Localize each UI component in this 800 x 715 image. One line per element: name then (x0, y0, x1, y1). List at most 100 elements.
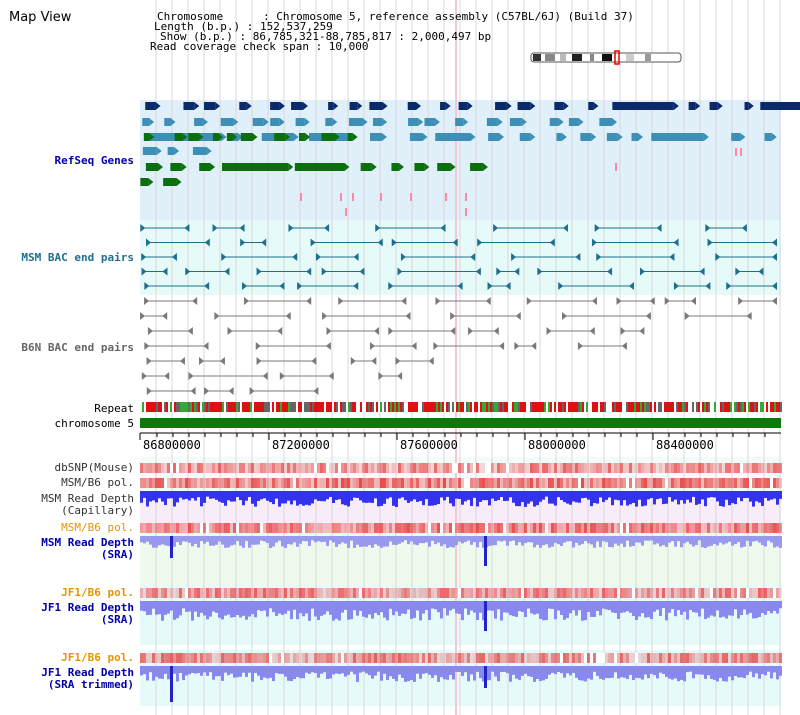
depth-bar (167, 536, 170, 547)
heat-cell (683, 653, 686, 663)
depth-bar (701, 666, 704, 675)
feature-arrow (434, 118, 440, 126)
heat-cell (731, 588, 734, 598)
heat-cell (524, 653, 527, 663)
depth-bar (437, 666, 440, 682)
heat-cell (548, 523, 551, 533)
track-label-jf1-b6-pol-2[interactable]: JF1/B6 pol. (61, 651, 134, 664)
depth-bar (227, 536, 230, 548)
track-label-repeat[interactable]: Repeat (94, 402, 134, 415)
pair-end (772, 253, 777, 261)
heat-cell (212, 523, 215, 533)
depth-bar (263, 491, 266, 499)
depth-bar (278, 666, 281, 674)
depth-bar (320, 536, 323, 543)
track-label-dbsnp[interactable]: dbSNP(Mouse) (54, 461, 134, 474)
heat-cell (653, 523, 656, 533)
b6n-bac-row (147, 327, 645, 335)
feature-block (580, 133, 592, 141)
feature-arrow (695, 102, 701, 110)
heat-cell (629, 653, 632, 663)
depth-bar (281, 666, 284, 674)
heat-cell (203, 478, 206, 488)
heat-cell (371, 653, 374, 663)
depth-bar (308, 491, 311, 506)
track-label-refseq[interactable]: RefSeq Genes (54, 154, 134, 167)
heat-cell (593, 653, 596, 663)
heat-cell (569, 478, 572, 488)
depth-bar (149, 666, 152, 673)
depth-bar (338, 601, 341, 621)
depth-bar (656, 666, 659, 679)
depth-bar (518, 491, 521, 507)
depth-bar (596, 666, 599, 676)
depth-bar (407, 601, 410, 610)
heat-cell (638, 588, 641, 598)
depth-bar (710, 491, 713, 498)
depth-bar (221, 536, 224, 545)
ideogram-band (645, 54, 651, 61)
heat-cell (416, 478, 419, 488)
repeat-element (280, 402, 282, 412)
repeat-element (342, 402, 344, 412)
track-label-msm-read-depth-sra-1[interactable]: MSM Read Depth (41, 536, 134, 549)
heat-cell (425, 463, 428, 473)
track-label-msm-b6-pol-2[interactable]: MSM/B6 pol. (61, 521, 134, 534)
heat-cell (650, 588, 653, 598)
depth-bar (281, 491, 284, 504)
depth-bar (707, 601, 710, 618)
heat-cell (545, 463, 548, 473)
repeat-element (166, 402, 168, 412)
heat-cell (365, 463, 368, 473)
depth-spike (484, 601, 487, 631)
repeat-element (196, 402, 198, 412)
feature-arrow (717, 102, 723, 110)
track-label-b6n-bac[interactable]: B6N BAC end pairs (21, 341, 134, 354)
depth-bar (182, 536, 185, 542)
depth-bar (647, 536, 650, 541)
feature-block (270, 102, 280, 110)
track-label-chromosome[interactable]: chromosome 5 (54, 417, 134, 430)
heat-cell (737, 653, 740, 663)
depth-bar (428, 491, 431, 506)
track-label-jf1-read-depth-trim-1[interactable]: JF1 Read Depth (41, 666, 134, 679)
feature-block (199, 163, 211, 171)
feature-block (458, 102, 468, 110)
depth-bar (764, 491, 767, 498)
repeat-element (652, 402, 654, 412)
heat-cell (401, 463, 404, 473)
feature-arrow (279, 118, 285, 126)
depth-bar (755, 666, 758, 674)
position-axis: 86800000 87200000 87600000 88000000 88400000 (139, 432, 781, 452)
track-label-msm-b6-pol-1[interactable]: MSM/B6 pol. (61, 476, 134, 489)
track-label-msm-read-depth-cap-1[interactable]: MSM Read Depth (41, 492, 134, 505)
heat-cell (530, 588, 533, 598)
depth-bar (293, 601, 296, 610)
depth-bar (623, 491, 626, 501)
track-label-msm-bac[interactable]: MSM BAC end pairs (21, 251, 134, 264)
depth-bar (386, 666, 389, 680)
depth-bar (140, 491, 143, 503)
track-label-jf1-b6-pol-1[interactable]: JF1/B6 pol. (61, 586, 134, 599)
depth-bar (140, 536, 143, 543)
feature-arrow (521, 118, 527, 126)
depth-bar (266, 601, 269, 617)
heat-cell (170, 653, 173, 663)
heat-cell (764, 588, 767, 598)
pair-end (549, 238, 555, 247)
feature-block (391, 163, 399, 171)
repeat-element (454, 402, 456, 412)
heat-cell (653, 653, 656, 663)
depth-bar (332, 666, 335, 675)
heat-cell (584, 588, 587, 598)
depth-bar (755, 536, 758, 541)
depth-bar (626, 491, 629, 506)
heat-cell (299, 463, 302, 473)
depth-bar (530, 666, 533, 677)
heat-cell (230, 653, 233, 663)
heat-cell (518, 653, 521, 663)
heat-cell (332, 463, 335, 473)
track-label-jf1-read-depth-sra-1[interactable]: JF1 Read Depth (41, 601, 134, 614)
depth-bar (488, 666, 491, 681)
